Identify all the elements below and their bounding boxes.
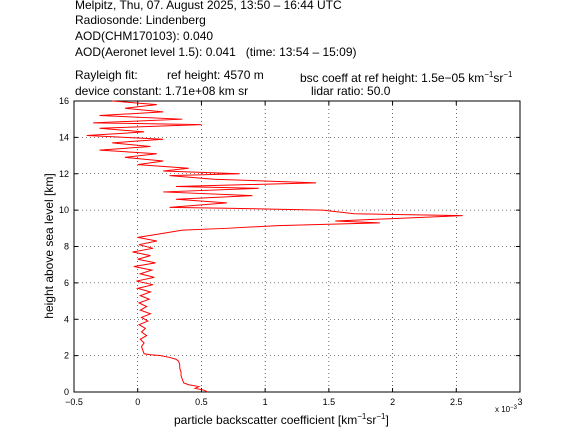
backscatter-profile-line: [86, 100, 463, 393]
y-tick-label: 10: [59, 205, 69, 215]
plot-frame: [73, 100, 521, 393]
y-tick-label: 12: [59, 169, 69, 179]
x-tick-labels: −0.5 0 0.5 1 1.5 2 2.5 3: [65, 397, 522, 407]
bsc-coeff-text: bsc coeff at ref height: 1.5e−05 km: [300, 71, 485, 85]
y-tick-label: 4: [64, 314, 69, 324]
x-tick-label: −0.5: [65, 397, 83, 407]
rayleigh-fit-label: Rayleigh fit:: [75, 68, 138, 82]
x-tick-label: 0.5: [195, 397, 208, 407]
reference-height: ref height: 4570 m: [167, 68, 264, 82]
y-tick-labels: 0 2 4 6 8 10 12 14 16: [59, 96, 69, 397]
x-tick-label: 0: [135, 397, 140, 407]
header-line-3: AOD(CHM170103): 0.040: [75, 29, 214, 43]
x-tick-label: 1: [263, 397, 268, 407]
y-tick-label: 16: [59, 96, 69, 106]
axis-ticks: [73, 100, 521, 393]
y-tick-label: 0: [64, 387, 69, 397]
y-tick-label: 14: [59, 132, 69, 142]
header-line-4: AOD(Aeronet level 1.5): 0.041 (time: 13:…: [75, 45, 357, 59]
y-axis-label: height above sea level [km]: [42, 173, 56, 318]
bsc-sr-text: sr: [493, 71, 504, 85]
x-tick-label: 2: [390, 397, 395, 407]
x-axis-multiplier: x 10−3: [495, 405, 518, 414]
x-tick-label: 1.5: [323, 397, 336, 407]
grid-lines: [74, 101, 520, 392]
lidar-ratio: lidar ratio: 50.0: [311, 84, 391, 98]
device-constant: device constant: 1.71e+08 km sr: [75, 84, 249, 98]
header-line-2: Radiosonde: Lindenberg: [75, 13, 206, 27]
header-line-1: Melpitz, Thu, 07. August 2025, 13:50 – 1…: [75, 0, 342, 12]
x-tick-label: 3: [517, 397, 522, 407]
bsc-km-exponent: −1: [484, 70, 494, 79]
bsc-sr-exponent: −1: [503, 70, 513, 79]
y-tick-label: 8: [64, 242, 69, 252]
y-tick-label: 6: [64, 278, 69, 288]
bsc-coeff-ref-height: bsc coeff at ref height: 1.5e−05 km−1sr−…: [300, 68, 512, 85]
x-tick-label: 2.5: [450, 397, 463, 407]
y-tick-label: 2: [64, 351, 69, 361]
x-axis-label: particle backscatter coefficient [km−1sr…: [174, 412, 389, 427]
